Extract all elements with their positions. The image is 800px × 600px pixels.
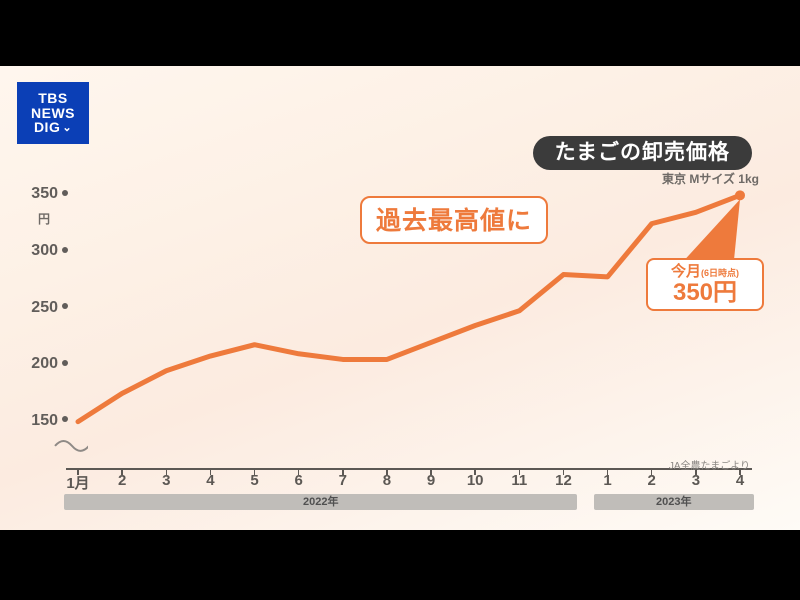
era-band: 2023年 xyxy=(594,494,754,510)
y-axis-unit: 円 xyxy=(38,210,50,227)
down-arrow-icon: ⌄ xyxy=(62,123,72,135)
x-tick-label: 6 xyxy=(294,472,302,489)
headline-box: 過去最高値に xyxy=(360,196,548,244)
x-tick-label: 10 xyxy=(467,472,484,489)
y-tick: 250 xyxy=(28,299,68,317)
x-tick-label: 1 xyxy=(603,472,611,489)
logo-line-2: NEWS xyxy=(31,106,75,121)
x-tick-label: 3 xyxy=(162,472,170,489)
axis-break-icon xyxy=(54,436,88,454)
x-tick-label: 2 xyxy=(648,472,656,489)
x-tick-label: 11 xyxy=(511,472,527,489)
x-tick-label: 8 xyxy=(383,472,391,489)
chart-subtitle: 東京 Mサイズ 1kg xyxy=(662,170,759,187)
x-tick-label: 3 xyxy=(692,472,700,489)
logo-line-3: DIG xyxy=(34,120,60,135)
y-tick: 150 xyxy=(28,412,68,430)
callout-note: (6日時点) xyxy=(701,268,739,278)
x-tick-label: 4 xyxy=(736,472,744,489)
x-tick-label: 12 xyxy=(555,472,572,489)
y-tick: 350 xyxy=(28,185,68,203)
chart-title: たまごの卸売価格 xyxy=(533,136,752,170)
x-tick-label: 2 xyxy=(118,472,126,489)
y-tick: 200 xyxy=(28,355,68,373)
callout-value: 350円 xyxy=(650,280,760,306)
y-tick: 300 xyxy=(28,242,68,260)
era-band: 2022年 xyxy=(64,494,577,510)
x-tick-label: 4 xyxy=(206,472,214,489)
x-tick-label: 7 xyxy=(339,472,347,489)
x-axis-line xyxy=(66,468,752,470)
x-tick-label: 5 xyxy=(250,472,258,489)
x-tick-label: 9 xyxy=(427,472,435,489)
callout-line1: 今月 xyxy=(671,263,701,280)
chart-source: JA全農たまごより xyxy=(669,457,750,472)
tbs-news-dig-logo: TBS NEWS DIG ⌄ xyxy=(17,82,89,144)
price-callout: 今月(6日時点) 350円 xyxy=(646,258,764,311)
chart-slide: TBS NEWS DIG ⌄ たまごの卸売価格 東京 Mサイズ 1kg 円 15… xyxy=(0,66,800,530)
logo-line-1: TBS xyxy=(38,91,68,106)
x-tick-label: 1月 xyxy=(66,472,89,493)
